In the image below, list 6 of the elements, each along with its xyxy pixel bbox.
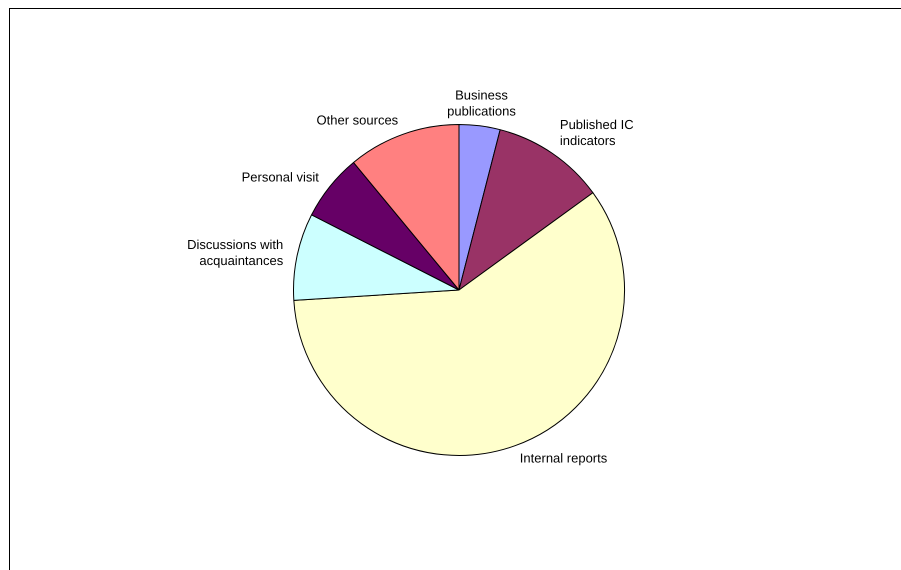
slice-label: Discussions with acquaintances: [187, 237, 284, 268]
slice-label: Internal reports: [520, 450, 608, 466]
slice-label: Other sources: [316, 112, 399, 128]
slice-label: Published IC indicators: [560, 117, 634, 148]
slice-label: Business publications: [447, 87, 516, 118]
slice-label: Personal visit: [242, 169, 320, 184]
